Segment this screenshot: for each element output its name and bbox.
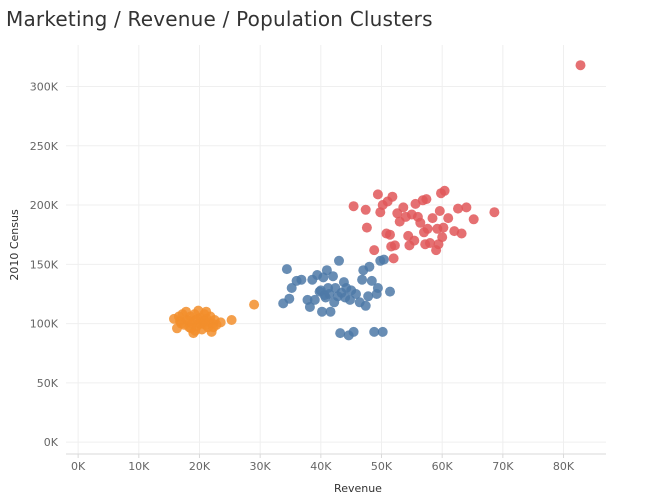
- data-point[interactable]: [468, 214, 479, 225]
- data-point[interactable]: [173, 311, 184, 322]
- x-tick-label: 80K: [553, 460, 575, 473]
- data-point[interactable]: [378, 254, 389, 265]
- data-point[interactable]: [361, 222, 372, 233]
- data-point[interactable]: [461, 202, 472, 213]
- data-point[interactable]: [357, 274, 368, 285]
- data-point[interactable]: [437, 232, 448, 243]
- data-point[interactable]: [360, 204, 371, 215]
- y-tick-label: 150K: [30, 258, 59, 271]
- data-point[interactable]: [286, 283, 297, 293]
- data-point[interactable]: [377, 326, 388, 337]
- data-point[interactable]: [309, 294, 320, 305]
- data-point[interactable]: [456, 228, 467, 239]
- x-tick-label: 10K: [128, 460, 150, 473]
- data-point[interactable]: [387, 191, 398, 202]
- data-point[interactable]: [443, 213, 454, 224]
- x-tick-label: 50K: [371, 460, 393, 473]
- series-1: [169, 299, 260, 339]
- x-tick-label: 0K: [71, 460, 86, 473]
- y-tick-label: 50K: [37, 377, 59, 390]
- data-point[interactable]: [369, 326, 380, 337]
- data-point[interactable]: [427, 213, 438, 224]
- data-point[interactable]: [334, 255, 344, 266]
- y-tick-label: 250K: [30, 140, 59, 153]
- data-point[interactable]: [385, 286, 395, 297]
- data-point[interactable]: [335, 328, 346, 339]
- data-point[interactable]: [215, 317, 226, 328]
- y-tick-label: 200K: [30, 199, 59, 212]
- data-point[interactable]: [366, 275, 377, 286]
- data-point[interactable]: [364, 261, 375, 272]
- data-point[interactable]: [385, 229, 395, 240]
- data-point[interactable]: [360, 300, 371, 311]
- data-point[interactable]: [388, 253, 399, 264]
- x-tick-label: 30K: [250, 460, 272, 473]
- data-point[interactable]: [281, 264, 292, 275]
- x-axis-label: Revenue: [334, 482, 382, 495]
- x-tick-label: 60K: [432, 460, 454, 473]
- data-point[interactable]: [425, 238, 435, 248]
- data-point[interactable]: [489, 207, 500, 218]
- data-point[interactable]: [324, 289, 335, 299]
- data-point[interactable]: [422, 223, 433, 234]
- x-tick-label: 70K: [492, 460, 514, 473]
- y-tick-label: 0K: [44, 436, 59, 449]
- y-tick-label: 100K: [30, 318, 59, 331]
- data-point[interactable]: [201, 306, 212, 317]
- data-point[interactable]: [304, 302, 315, 312]
- data-point[interactable]: [575, 60, 586, 71]
- data-point[interactable]: [348, 326, 359, 337]
- data-point[interactable]: [325, 306, 336, 317]
- data-point[interactable]: [372, 189, 383, 200]
- data-points: [169, 60, 586, 341]
- data-point[interactable]: [249, 299, 260, 310]
- data-point[interactable]: [317, 306, 327, 317]
- data-point[interactable]: [363, 291, 374, 302]
- data-point[interactable]: [321, 265, 332, 276]
- data-point[interactable]: [186, 323, 196, 334]
- data-point[interactable]: [351, 289, 361, 299]
- data-point[interactable]: [438, 222, 449, 233]
- data-point[interactable]: [340, 292, 351, 303]
- data-point[interactable]: [226, 315, 237, 325]
- y-axis-ticks: 0K 50K 100K 150K 200K 250K 300K: [30, 80, 59, 449]
- data-point[interactable]: [315, 285, 326, 296]
- data-point[interactable]: [372, 283, 383, 293]
- y-tick-label: 300K: [30, 80, 59, 93]
- data-point[interactable]: [409, 235, 420, 246]
- data-point[interactable]: [348, 201, 359, 212]
- data-point[interactable]: [394, 216, 405, 227]
- series-3: [348, 60, 586, 264]
- data-point[interactable]: [329, 297, 340, 308]
- data-point[interactable]: [208, 322, 219, 333]
- data-point[interactable]: [434, 206, 445, 216]
- chart-title: Marketing / Revenue / Population Cluster…: [6, 7, 433, 31]
- x-tick-label: 40K: [310, 460, 332, 473]
- data-point[interactable]: [328, 271, 338, 282]
- data-point[interactable]: [369, 245, 380, 256]
- data-point[interactable]: [199, 316, 210, 327]
- data-point[interactable]: [389, 240, 400, 251]
- data-point[interactable]: [439, 185, 450, 196]
- data-point[interactable]: [421, 194, 432, 205]
- grid-lines: [66, 45, 606, 454]
- x-axis-ticks: 0K 10K 20K 30K 40K 50K 60K 70K 80K: [71, 454, 575, 473]
- data-point[interactable]: [415, 217, 426, 228]
- data-point[interactable]: [453, 203, 463, 214]
- data-point[interactable]: [284, 293, 295, 304]
- data-point[interactable]: [296, 274, 307, 285]
- y-axis-label: 2010 Census: [8, 209, 21, 281]
- data-point[interactable]: [398, 202, 409, 213]
- series-2: [278, 254, 395, 341]
- x-tick-label: 20K: [189, 460, 211, 473]
